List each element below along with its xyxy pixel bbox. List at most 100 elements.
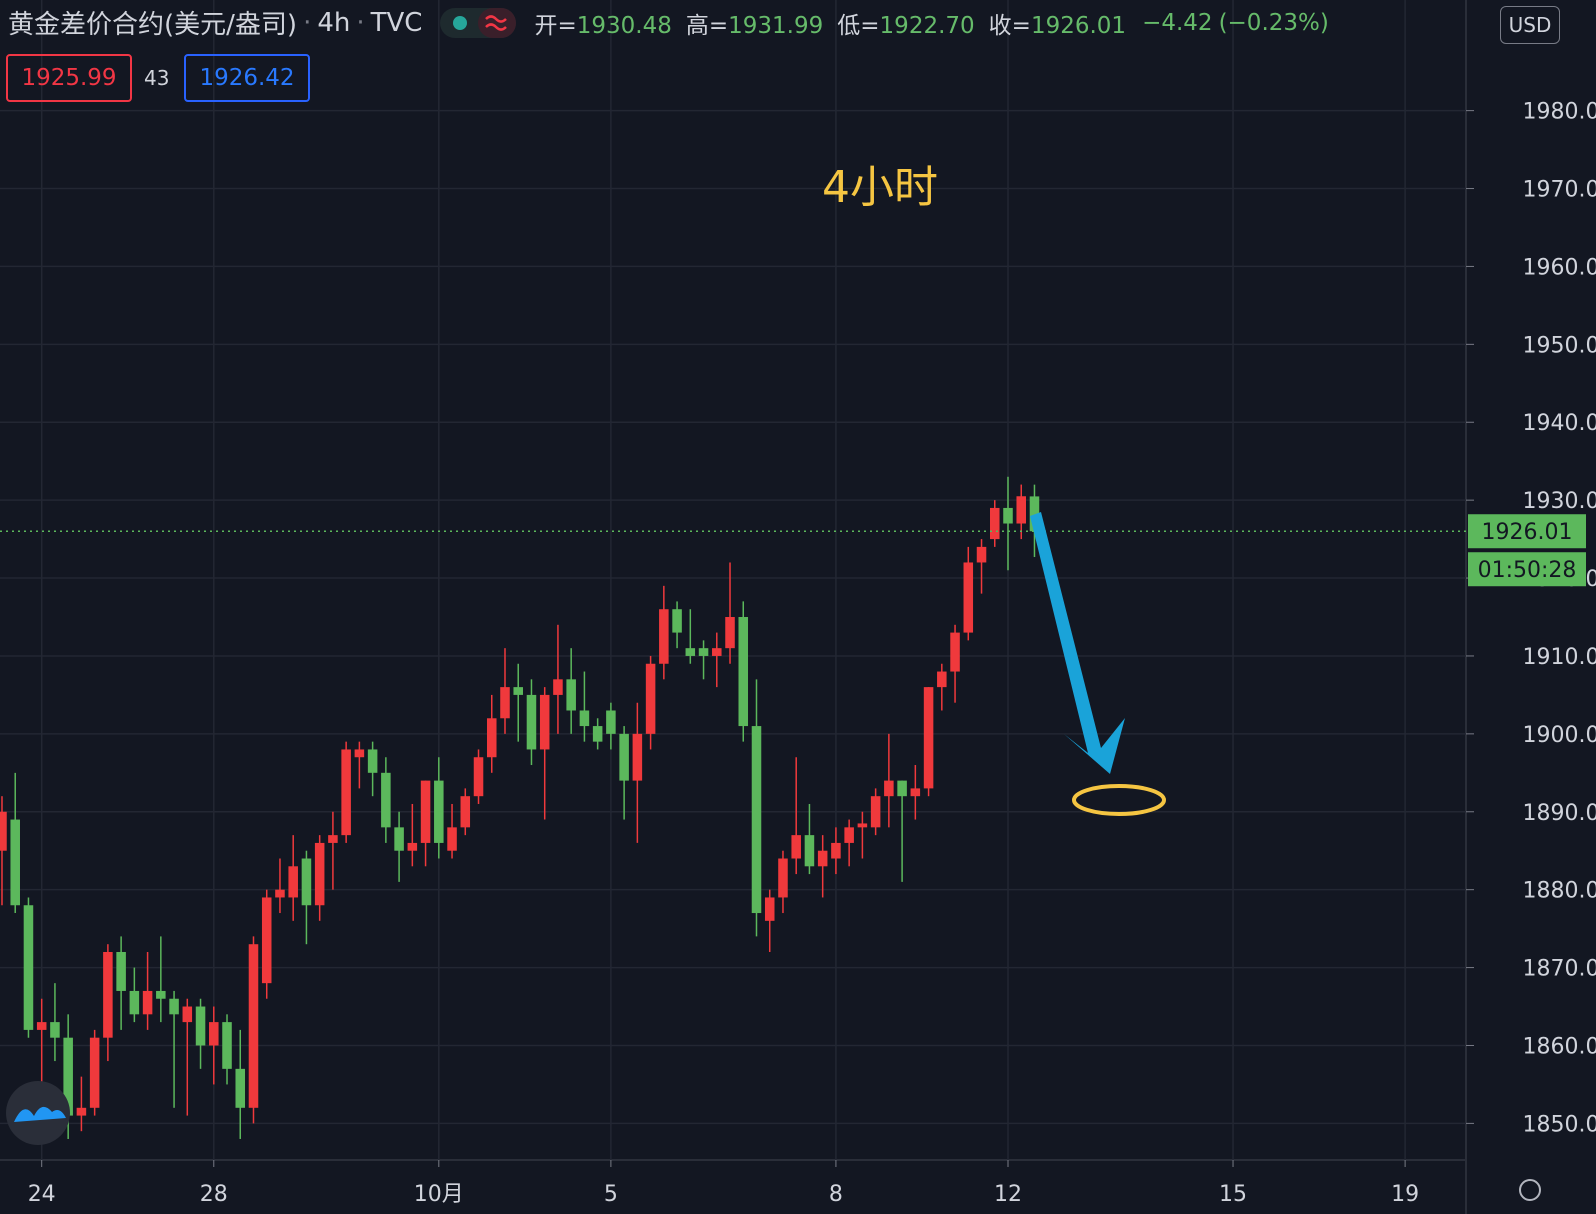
candle-body xyxy=(209,1022,219,1046)
candle-body xyxy=(103,951,113,1038)
candles xyxy=(0,476,1466,1139)
candle-body xyxy=(301,858,312,906)
candle-body xyxy=(712,648,722,656)
candle-body xyxy=(513,687,523,695)
candle-body xyxy=(407,842,418,851)
candle-body xyxy=(645,663,656,734)
candle-body xyxy=(288,866,298,898)
candle-body xyxy=(592,726,603,742)
candle-body xyxy=(844,827,854,843)
y-tick-label: 1940.00 xyxy=(1523,411,1596,436)
candle-body xyxy=(195,1006,206,1046)
candle-body xyxy=(857,823,868,828)
x-tick-label: 28 xyxy=(200,1182,228,1207)
candle-body xyxy=(367,749,378,773)
candle-body xyxy=(434,780,444,843)
candle-body xyxy=(1016,496,1027,524)
candle-body xyxy=(804,835,815,867)
candle-body xyxy=(831,842,841,859)
candle-body xyxy=(950,632,960,672)
close-label: 收= xyxy=(988,12,1031,39)
target-ellipse xyxy=(1072,784,1166,816)
y-tick-label: 1890.00 xyxy=(1523,801,1596,826)
x-tick-label: 12 xyxy=(994,1182,1022,1207)
y-tick-label: 1930.00 xyxy=(1523,489,1596,514)
candle-body xyxy=(447,827,457,851)
low: 1922.70 xyxy=(879,12,975,39)
candle-body xyxy=(50,1022,60,1038)
candle-body xyxy=(89,1037,100,1108)
candle-body xyxy=(142,990,153,1015)
candle-body xyxy=(129,990,140,1015)
arrow xyxy=(1030,512,1125,774)
candle-body xyxy=(23,905,34,1030)
candle-body xyxy=(619,733,629,781)
last-price-label: 1926.01 xyxy=(1482,520,1573,545)
candle-body xyxy=(566,679,576,711)
candle-body xyxy=(884,780,894,797)
y-tick-label: 1960.00 xyxy=(1523,255,1596,280)
candle-body xyxy=(328,835,338,843)
candle-body xyxy=(923,687,934,789)
candle-body xyxy=(817,850,828,867)
candle-body xyxy=(420,780,431,843)
settings-icon[interactable] xyxy=(1519,1179,1541,1201)
candle-body xyxy=(698,648,709,656)
candle-body xyxy=(764,897,775,921)
source: TVC xyxy=(370,7,423,38)
currency[interactable]: USD xyxy=(1500,6,1560,44)
y-tick-label: 1980.00 xyxy=(1523,100,1596,125)
price-axis: 1850.00 1860.00 1870.00 1880.00 1890.00 1900.… xyxy=(28,100,1596,1207)
candle-body xyxy=(63,1037,73,1116)
candle-body xyxy=(738,617,749,727)
candle-body xyxy=(1029,496,1040,532)
x-tick-label: 15 xyxy=(1219,1182,1247,1207)
candle-body xyxy=(606,710,616,734)
candle-body xyxy=(659,609,669,664)
candle-body xyxy=(500,687,510,719)
candle-body xyxy=(579,710,590,727)
change-pct: (−0.23%) xyxy=(1218,9,1329,36)
candle-body xyxy=(963,562,974,633)
candle-body xyxy=(460,796,471,828)
ask-box[interactable]: 1926.42 xyxy=(184,54,310,102)
logo-shape xyxy=(14,1106,66,1122)
candle-body xyxy=(235,1068,246,1108)
countdown-box xyxy=(1468,552,1586,587)
x-tick-label: 19 xyxy=(1391,1182,1419,1207)
candle-body xyxy=(169,998,179,1015)
bid-box[interactable]: 1925.99 xyxy=(6,54,132,102)
candle-body xyxy=(182,1006,193,1023)
y-tick-label: 1950.00 xyxy=(1523,333,1596,358)
y-tick-label: 1880.00 xyxy=(1523,879,1596,904)
candle-body xyxy=(1003,507,1013,524)
candle-body xyxy=(632,733,643,781)
high: 1931.99 xyxy=(728,12,824,39)
candle-body xyxy=(539,694,550,750)
x-tick-label: 5 xyxy=(604,1182,618,1207)
candle-body xyxy=(473,757,484,797)
candle-body xyxy=(76,1107,87,1116)
separator: · xyxy=(303,7,312,38)
candle-body xyxy=(910,788,921,797)
countdown: 01:50:28 xyxy=(1478,558,1577,583)
candle-body xyxy=(778,858,788,898)
y-tick-label: 1850.00 xyxy=(1523,1112,1596,1137)
candle-body xyxy=(685,648,696,656)
candle-body xyxy=(222,1022,232,1069)
candle-body xyxy=(354,749,365,758)
candle-body xyxy=(116,951,126,991)
open: 1930.48 xyxy=(576,12,672,39)
x-tick-label: 24 xyxy=(28,1182,56,1207)
candle-body xyxy=(553,679,563,695)
separator: · xyxy=(356,7,365,38)
candle-body xyxy=(937,671,947,688)
y-tick-label: 1860.00 xyxy=(1523,1034,1596,1059)
candle-body xyxy=(526,694,537,750)
candle-body xyxy=(10,819,20,906)
spread: 43 xyxy=(144,66,170,90)
candle-body xyxy=(791,835,801,859)
candle-body xyxy=(989,507,1000,540)
